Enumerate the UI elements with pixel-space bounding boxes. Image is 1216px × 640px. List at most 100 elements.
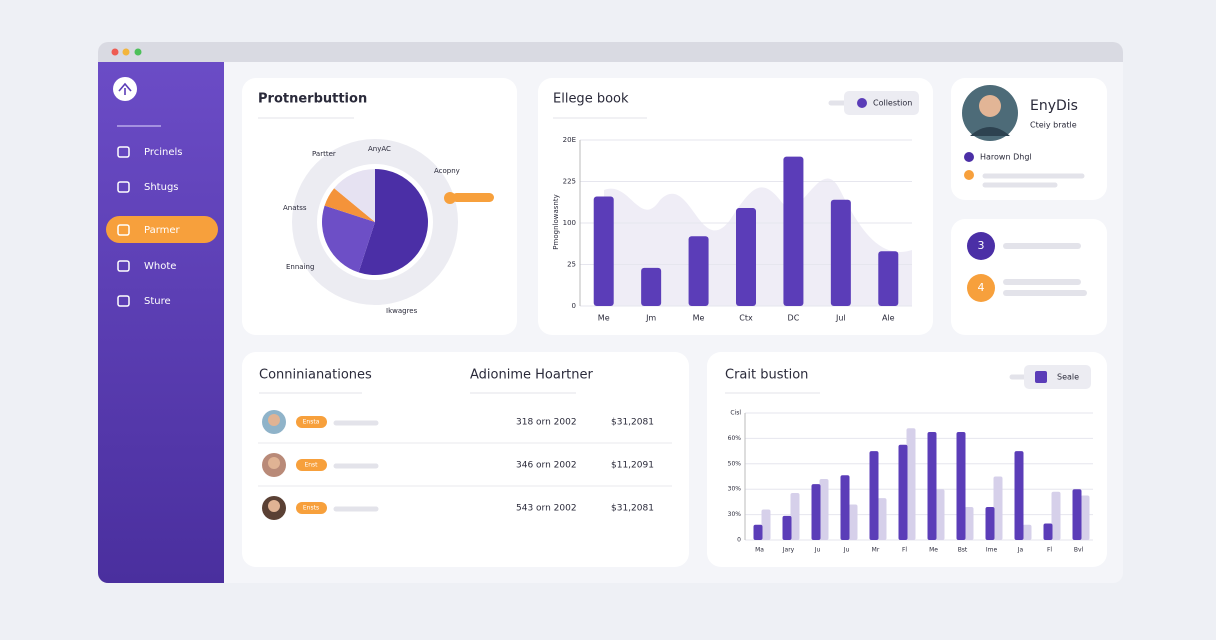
card-title: Ellege book — [553, 92, 629, 107]
nav-label[interactable]: Sture — [144, 296, 171, 307]
window-dot[interactable] — [134, 48, 142, 56]
nav-icon — [117, 295, 130, 307]
x-tick-label: Me — [929, 547, 938, 554]
bar — [985, 506, 995, 540]
y-tick-label: 30% — [728, 486, 742, 493]
card — [242, 352, 689, 567]
x-tick-label: DC — [788, 314, 800, 323]
x-tick-label: Mr — [872, 547, 880, 554]
nav-label[interactable]: Shtugs — [144, 182, 179, 193]
x-tick-label: Ma — [755, 547, 764, 554]
step-number: 4 — [978, 281, 985, 294]
bar — [869, 451, 879, 540]
legend-dot — [964, 152, 974, 162]
bar — [761, 509, 771, 540]
pie-annotation: Anatss — [283, 204, 307, 212]
x-tick-label: Ctx — [739, 314, 753, 323]
cell: 346 orn 2002 — [516, 461, 577, 471]
profile-name: EnyDis — [1030, 98, 1078, 114]
pie-annotation: Ikwagres — [386, 307, 418, 315]
nav-label[interactable]: Whote — [144, 261, 176, 272]
bar — [956, 432, 966, 540]
bar — [819, 479, 829, 540]
cell: 318 orn 2002 — [516, 418, 577, 428]
button-label: Collestion — [873, 99, 912, 108]
bar — [898, 444, 908, 540]
bar — [848, 504, 858, 540]
pie-annotation: Ennaing — [286, 263, 314, 271]
bar — [1072, 489, 1082, 540]
x-tick-label: Ale — [882, 314, 895, 323]
y-tick-label: 25 — [567, 261, 576, 269]
cell: $31,2081 — [611, 418, 654, 428]
nav-label[interactable]: Prcinels — [144, 147, 183, 158]
avatar-face — [268, 500, 280, 512]
y-tick-label: 60% — [728, 435, 742, 442]
bar — [830, 199, 851, 306]
y-tick-label: 30% — [728, 511, 742, 518]
window-dot[interactable] — [111, 48, 119, 56]
y-tick-label: 100 — [563, 219, 576, 227]
bar — [993, 476, 1003, 540]
table-title: Adionime Hoartner — [470, 368, 594, 383]
y-tick-label: 50% — [728, 460, 742, 467]
pie-slice — [324, 188, 375, 222]
pie-slice — [334, 169, 375, 222]
button-icon — [857, 98, 867, 108]
nav-icon — [117, 146, 130, 158]
button-icon — [1035, 371, 1047, 383]
bar — [593, 196, 614, 306]
callout-dot — [444, 192, 456, 204]
bar — [782, 515, 792, 540]
bar — [927, 432, 937, 540]
avatar-face — [268, 457, 280, 469]
x-tick-label: Jary — [782, 547, 795, 554]
y-tick-label: 225 — [563, 178, 576, 186]
button[interactable] — [844, 91, 919, 115]
badge — [296, 416, 327, 428]
x-tick-label: Jul — [835, 314, 846, 323]
badge — [296, 459, 327, 471]
y-axis-label: Pmognlowasnty — [552, 194, 560, 249]
logo-icon — [118, 82, 132, 95]
window-dot[interactable] — [122, 48, 130, 56]
cell: 543 orn 2002 — [516, 504, 577, 514]
step-badge[interactable] — [967, 274, 995, 302]
bar — [736, 208, 756, 306]
nav-icon — [117, 260, 130, 272]
nav-label[interactable]: Parmer — [144, 225, 181, 236]
bar — [935, 489, 945, 540]
x-tick-label: Bvl — [1074, 547, 1084, 554]
y-tick-label: Cisl — [730, 410, 741, 417]
badge-label: Ensts — [303, 505, 319, 512]
pie-annotation: Acopny — [434, 167, 460, 175]
bar — [790, 493, 800, 540]
x-tick-label: Jm — [645, 314, 656, 323]
avatar-body — [970, 127, 1010, 136]
bar — [964, 506, 974, 540]
bar — [811, 484, 821, 540]
card-title: Crait bustion — [725, 368, 808, 383]
title-bar — [98, 42, 1123, 62]
bar — [1014, 451, 1024, 540]
bar — [906, 428, 916, 540]
x-tick-label: Fl — [902, 547, 907, 554]
x-tick-label: Fl — [1047, 547, 1052, 554]
x-tick-label: Bst — [958, 547, 968, 554]
step-badge[interactable] — [967, 232, 995, 260]
x-tick-label: Ju — [843, 547, 850, 554]
bar — [877, 498, 887, 540]
badge-label: Enst — [304, 462, 318, 469]
legend-label: Harown Dhgl — [980, 153, 1032, 162]
cell: $31,2081 — [611, 504, 654, 514]
pie-slice — [358, 169, 428, 275]
active-item[interactable] — [106, 216, 218, 243]
pie-annotation: AnyAC — [368, 145, 391, 153]
pie-slice — [321, 205, 375, 273]
bar — [783, 156, 804, 306]
bar — [840, 475, 850, 540]
nav-icon — [117, 181, 130, 193]
sidebar — [98, 62, 224, 583]
x-tick-label: Ja — [1017, 547, 1024, 554]
